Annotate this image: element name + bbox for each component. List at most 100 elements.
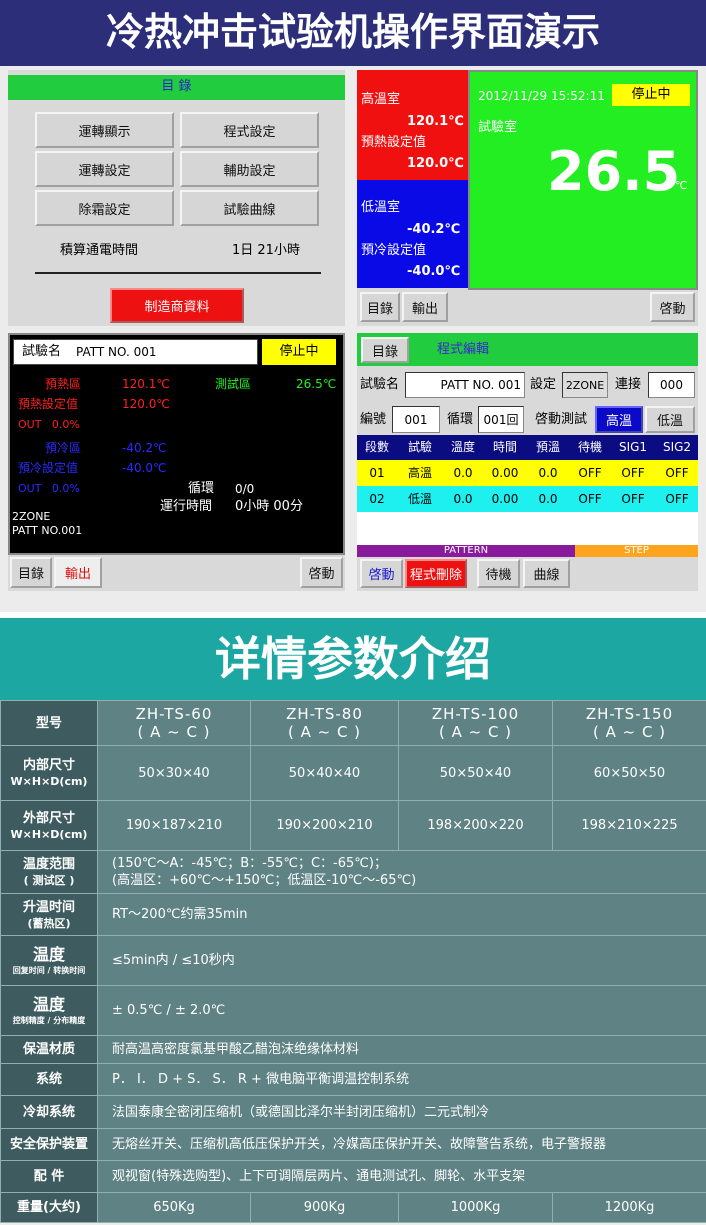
state-badge: 停止中 xyxy=(262,339,336,365)
link-field[interactable]: 000 xyxy=(648,372,695,398)
test-name: PATT NO. 001 xyxy=(76,345,157,359)
cycle-field[interactable]: 001回 xyxy=(478,406,524,433)
spec-cell: (150℃～A：-45℃；B：-55℃；C：-65℃)； (高温区：+60℃～+1… xyxy=(97,850,706,894)
program-panel: 目錄 程式編輯 試驗名 PATT NO. 001 設定 2ZONE 連接 000… xyxy=(357,333,698,591)
table-cell: 0.0 xyxy=(453,466,473,480)
preheat-out: OUT 0.0% xyxy=(18,418,80,431)
spec-label-line: 冷却系统 xyxy=(22,1104,75,1120)
spec-cell-line: 50×40×40 xyxy=(288,765,361,781)
column-header: SIG2 xyxy=(662,440,692,454)
table-cell: 0.0 xyxy=(538,466,558,480)
spec-row: 升温时间 (蓄热区) RT～200℃约需35min xyxy=(0,893,706,936)
spec-cell: RT～200℃约需35min xyxy=(97,893,706,936)
start-button[interactable]: 啓動 xyxy=(360,559,403,588)
output-button[interactable]: 輸出 xyxy=(54,557,102,588)
precool-temp: -40.2℃ xyxy=(122,441,167,455)
spec-label: 重量(大约) xyxy=(0,1192,98,1223)
spec-cell: 法国泰康全密闭压缩机（或德国比泽尔半封闭压缩机）二元式制冷 xyxy=(97,1095,706,1129)
spec-row: 内部尺寸 W×H×D(cm) 50×30×40 50×40×40 50×50×40 60×… xyxy=(0,745,706,801)
maker-button[interactable]: 制造商資料 xyxy=(110,288,244,323)
menu-button[interactable]: 目錄 xyxy=(361,337,409,363)
start-button[interactable]: 啓動 xyxy=(300,557,343,588)
precool-zone: 預冷區 xyxy=(45,441,82,455)
spec-cell-line: 198×210×225 xyxy=(581,818,678,833)
start-button[interactable]: 啓動 xyxy=(650,292,695,322)
spec-cell-line: 观视窗(特殊选购型)、上下可调隔层两片、通电测试孔、脚轮、水平支架 xyxy=(112,1169,526,1184)
high-room-box xyxy=(357,70,468,180)
spec-cell: P． I． D + S． S． R + 微电脑平衡调温控制系统 xyxy=(97,1063,706,1096)
spec-label-line: 内部尺寸 xyxy=(22,758,75,773)
test-temp: 26.5 xyxy=(547,140,681,203)
precool-out: OUT 0.0% xyxy=(18,482,80,495)
spec-cell: ZH-TS-60( A ~ C ) xyxy=(97,700,251,746)
spec-label-line: W×H×D(cm) xyxy=(10,827,88,841)
spec-row: 安全保护装置 无熔丝开关、压缩机高低压保护开关，冷媒高压保护开关、故障警告系统，电… xyxy=(0,1128,706,1161)
spec-row: 重量(大约) 650Kg 900Kg 1000Kg 1200Kg xyxy=(0,1192,706,1223)
table-cell: 01 xyxy=(369,466,385,480)
preheat-zone: 預熱區 xyxy=(45,377,82,391)
zone: 2ZONE xyxy=(12,510,51,523)
table-cell: OFF xyxy=(665,492,689,506)
spec-cell: 198×210×225 xyxy=(552,800,706,851)
spec-cell: 无熔丝开关、压缩机高低压保护开关，冷媒高压保护开关、故障警告系统，电子警报器 xyxy=(97,1128,706,1161)
test-name-field[interactable]: PATT NO. 001 xyxy=(405,372,525,398)
column-header: 預溫 xyxy=(535,440,560,454)
spec-cell: ZH-TS-100( A ~ C ) xyxy=(398,700,553,746)
output-button[interactable]: 輸出 xyxy=(402,292,448,322)
pattern-bar: PATTERN xyxy=(357,545,575,557)
low-button[interactable]: 低溫 xyxy=(645,406,695,433)
number-field[interactable]: 001 xyxy=(392,406,440,433)
menu-button[interactable]: 運轉顯示 xyxy=(35,112,174,148)
spec-cell-line: 无熔丝开关、压缩机高低压保护开关，冷媒高压保护开关、故障警告系统，电子警报器 xyxy=(112,1137,607,1152)
spec-label: 外部尺寸 W×H×D(cm) xyxy=(0,800,98,851)
spec-label-line: 温度范围 xyxy=(22,857,75,872)
spec-cell-line: ( A ~ C ) xyxy=(592,723,667,741)
column-header: SIG1 xyxy=(618,440,648,454)
spec-cell: ≤5min内 / ≤10秒内 xyxy=(97,935,706,986)
precool-set: -40.0℃ xyxy=(122,461,167,475)
high-button[interactable]: 高溫 xyxy=(595,406,643,433)
spec-cell: 190×200×210 xyxy=(250,800,399,851)
menu-button[interactable]: 運轉設定 xyxy=(35,151,174,187)
spec-row: 温度范围( 测试区 ) (150℃～A：-45℃；B：-55℃；C：-65℃)；(… xyxy=(0,850,706,894)
menu-button[interactable]: 程式設定 xyxy=(180,112,319,148)
spec-label: 温度范围 ( 测试区 ) xyxy=(0,850,98,894)
curve-button[interactable]: 曲線 xyxy=(523,559,570,588)
header-title: 冷热冲击试验机操作界面演示 xyxy=(105,10,600,54)
table-cell: 0.00 xyxy=(491,492,519,506)
preheat-value: 120.0℃ xyxy=(407,156,464,171)
spec-row: 型号 ZH-TS-60( A ~ C ) ZH-TS-80( A ~ C ) ZH-T… xyxy=(0,700,706,746)
spec-label-line: 安全保护装置 xyxy=(9,1137,88,1152)
spec-cell-line: 190×187×210 xyxy=(125,818,223,833)
spec-cell-line: ZH-TS-60 xyxy=(135,705,213,723)
menu-button[interactable]: 目錄 xyxy=(10,557,52,588)
cycle-label: 循環 xyxy=(188,481,215,496)
spec-cell-line: P． I． D + S． S． R + 微电脑平衡调温控制系统 xyxy=(112,1072,410,1087)
table-row: 01 高溫 0.0 0.00 0.0 OFF OFF OFF xyxy=(357,460,698,486)
spec-cell: 1200Kg xyxy=(552,1192,706,1223)
spec-cell-line: ZH-TS-150 xyxy=(585,705,674,723)
spec-row: 冷却系统 法国泰康全密闭压缩机（或德国比泽尔半封闭压缩机）二元式制冷 xyxy=(0,1095,706,1129)
setting-field[interactable]: 2ZONE xyxy=(562,372,608,398)
table-cell: OFF xyxy=(578,466,602,480)
spec-label-line: W×H×D(cm) xyxy=(10,775,88,788)
standby-button[interactable]: 待機 xyxy=(477,559,520,588)
setting-label: 設定 xyxy=(530,377,557,392)
high-temp: 120.1℃ xyxy=(407,114,464,129)
menu-button[interactable]: 試驗曲線 xyxy=(180,190,319,226)
test-name-box xyxy=(13,339,258,365)
low-room-box xyxy=(357,180,468,288)
table-row: 02 低溫 0.0 0.00 0.0 OFF OFF OFF xyxy=(357,486,698,512)
spec-cell-line: 50×30×40 xyxy=(138,765,210,781)
delete-button[interactable]: 程式刪除 xyxy=(405,559,467,588)
menu-button[interactable]: 除霜設定 xyxy=(35,190,174,226)
table-cell: 高溫 xyxy=(407,466,432,480)
spec-label-line: 温度 xyxy=(32,944,65,964)
menu-button[interactable]: 目錄 xyxy=(360,292,400,322)
spec-cell-line: (高温区：+60℃～+150℃；低温区-10℃～-65℃) xyxy=(112,873,417,888)
menu-button[interactable]: 輔助設定 xyxy=(180,151,319,187)
low-room: 低溫室 xyxy=(361,200,401,215)
spec-row: 保温材质 耐高温高密度氯基甲酸乙醋泡沫绝缘体材料 xyxy=(0,1035,706,1064)
spec-label-line: 保温材质 xyxy=(22,1042,75,1057)
